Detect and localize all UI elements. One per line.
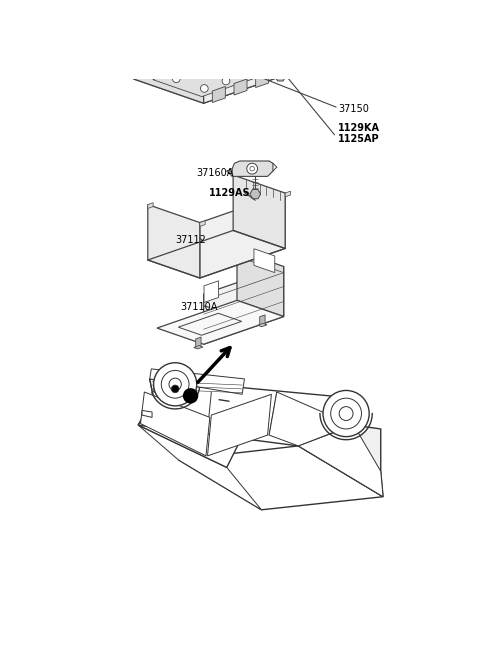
Polygon shape [258, 324, 267, 327]
Polygon shape [269, 392, 352, 446]
Polygon shape [150, 379, 242, 437]
Circle shape [201, 84, 208, 92]
Polygon shape [250, 189, 261, 198]
Circle shape [323, 390, 369, 437]
Polygon shape [204, 64, 290, 103]
Circle shape [194, 67, 202, 75]
Polygon shape [142, 411, 152, 417]
Polygon shape [200, 193, 285, 278]
Polygon shape [220, 40, 290, 73]
Polygon shape [232, 161, 273, 176]
Polygon shape [256, 71, 269, 88]
Polygon shape [133, 69, 204, 103]
Polygon shape [233, 175, 285, 248]
Polygon shape [234, 79, 247, 95]
Text: 37110A: 37110A [180, 303, 218, 312]
Polygon shape [157, 301, 284, 345]
Polygon shape [207, 394, 271, 456]
Text: 37160A: 37160A [196, 168, 233, 178]
Polygon shape [153, 56, 271, 96]
Polygon shape [285, 191, 290, 197]
Circle shape [172, 75, 180, 83]
Text: 1129AS: 1129AS [209, 187, 251, 198]
Polygon shape [212, 86, 225, 103]
Circle shape [247, 163, 258, 174]
Polygon shape [138, 425, 262, 510]
Circle shape [171, 385, 179, 393]
Polygon shape [299, 425, 383, 496]
Circle shape [222, 77, 230, 84]
Polygon shape [299, 398, 383, 496]
Polygon shape [148, 203, 153, 208]
Polygon shape [138, 398, 242, 468]
Polygon shape [138, 379, 354, 446]
Polygon shape [254, 249, 275, 272]
Text: 37112: 37112 [175, 235, 206, 246]
Polygon shape [133, 49, 290, 103]
Text: 1129KA: 1129KA [338, 123, 380, 133]
Polygon shape [275, 71, 286, 81]
Polygon shape [204, 281, 218, 303]
Polygon shape [150, 369, 244, 394]
Circle shape [183, 388, 198, 403]
Circle shape [161, 371, 189, 398]
Circle shape [154, 363, 197, 406]
Polygon shape [178, 446, 383, 510]
Polygon shape [277, 64, 290, 80]
Circle shape [339, 407, 353, 421]
Polygon shape [237, 250, 284, 316]
Text: 1125AP: 1125AP [338, 134, 380, 143]
Polygon shape [196, 337, 201, 348]
Polygon shape [260, 315, 265, 326]
Polygon shape [194, 346, 203, 349]
Text: 37150: 37150 [338, 104, 369, 115]
Circle shape [331, 398, 361, 429]
Polygon shape [148, 204, 200, 278]
Polygon shape [200, 221, 205, 227]
Polygon shape [204, 267, 284, 345]
Polygon shape [154, 383, 186, 398]
Circle shape [169, 378, 181, 390]
Circle shape [250, 166, 254, 171]
Polygon shape [141, 392, 210, 456]
